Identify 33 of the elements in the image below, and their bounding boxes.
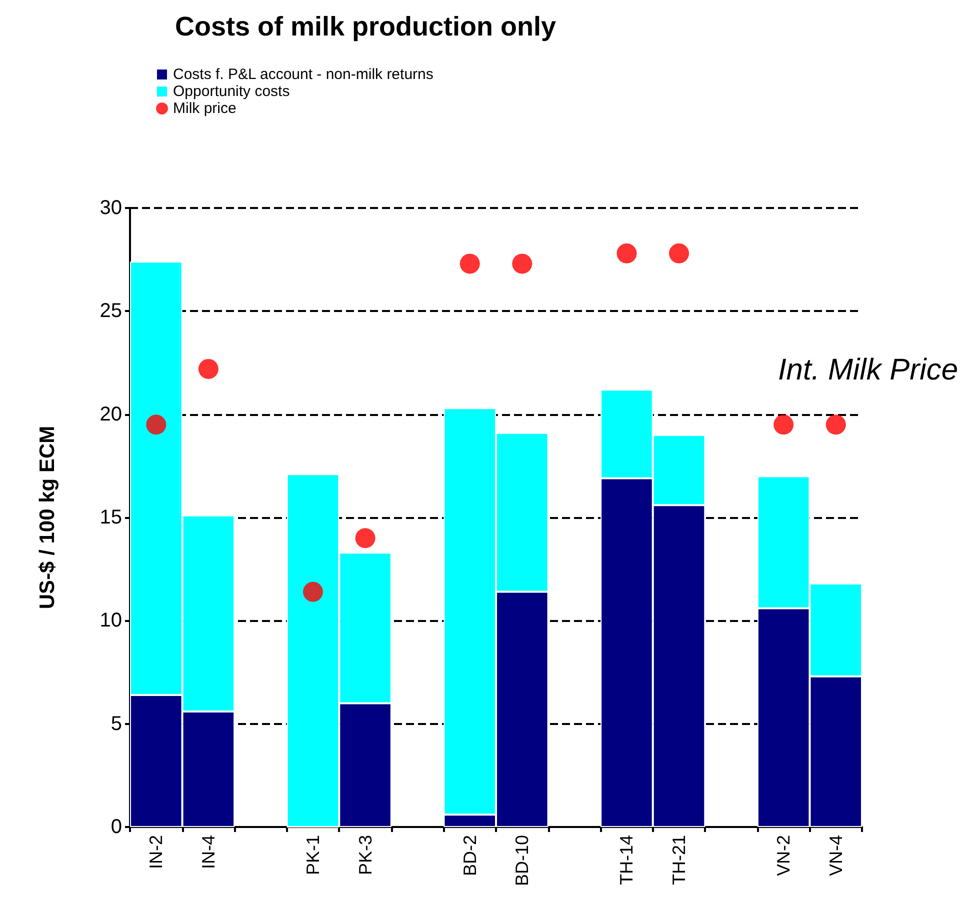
x-tick-label: TH-21 xyxy=(669,835,689,886)
y-tick-label: 15 xyxy=(100,506,122,528)
annotation: Int. Milk Price xyxy=(778,354,958,386)
x-tick-label: IN-4 xyxy=(198,835,218,870)
x-tick-label: IN-2 xyxy=(146,835,166,870)
y-tick-label: 30 xyxy=(100,197,122,219)
point xyxy=(512,254,532,274)
point xyxy=(774,414,794,435)
y-tick-label: 25 xyxy=(100,300,122,322)
legend-label: Costs f. P&L account - non-milk returns xyxy=(173,66,434,83)
x-tick-label: VN-4 xyxy=(826,835,846,876)
point xyxy=(826,414,846,435)
point xyxy=(669,243,689,264)
y-tick-label: 0 xyxy=(110,816,122,838)
y-tick-label: 10 xyxy=(100,610,122,632)
y-axis-title: US-$ / 100 kg ECM xyxy=(36,426,59,610)
point xyxy=(303,582,323,602)
y-tick-label: 20 xyxy=(100,403,122,426)
x-tick-label: PK-1 xyxy=(303,835,323,876)
x-tick-label: BD-2 xyxy=(460,835,480,876)
chart-title: Costs of milk production only xyxy=(175,12,556,42)
legend-label: Opportunity costs xyxy=(173,83,290,100)
x-tick-label: BD-10 xyxy=(512,835,532,886)
point xyxy=(146,414,166,435)
legend-label: Milk price xyxy=(173,100,236,117)
point xyxy=(198,358,218,379)
y-tick-label: 5 xyxy=(110,712,122,735)
point xyxy=(616,243,637,264)
x-tick-label: TH-14 xyxy=(616,835,637,886)
point xyxy=(355,528,376,548)
point xyxy=(460,254,480,274)
x-tick-label: PK-3 xyxy=(355,835,376,876)
x-tick-label: VN-2 xyxy=(774,835,794,876)
